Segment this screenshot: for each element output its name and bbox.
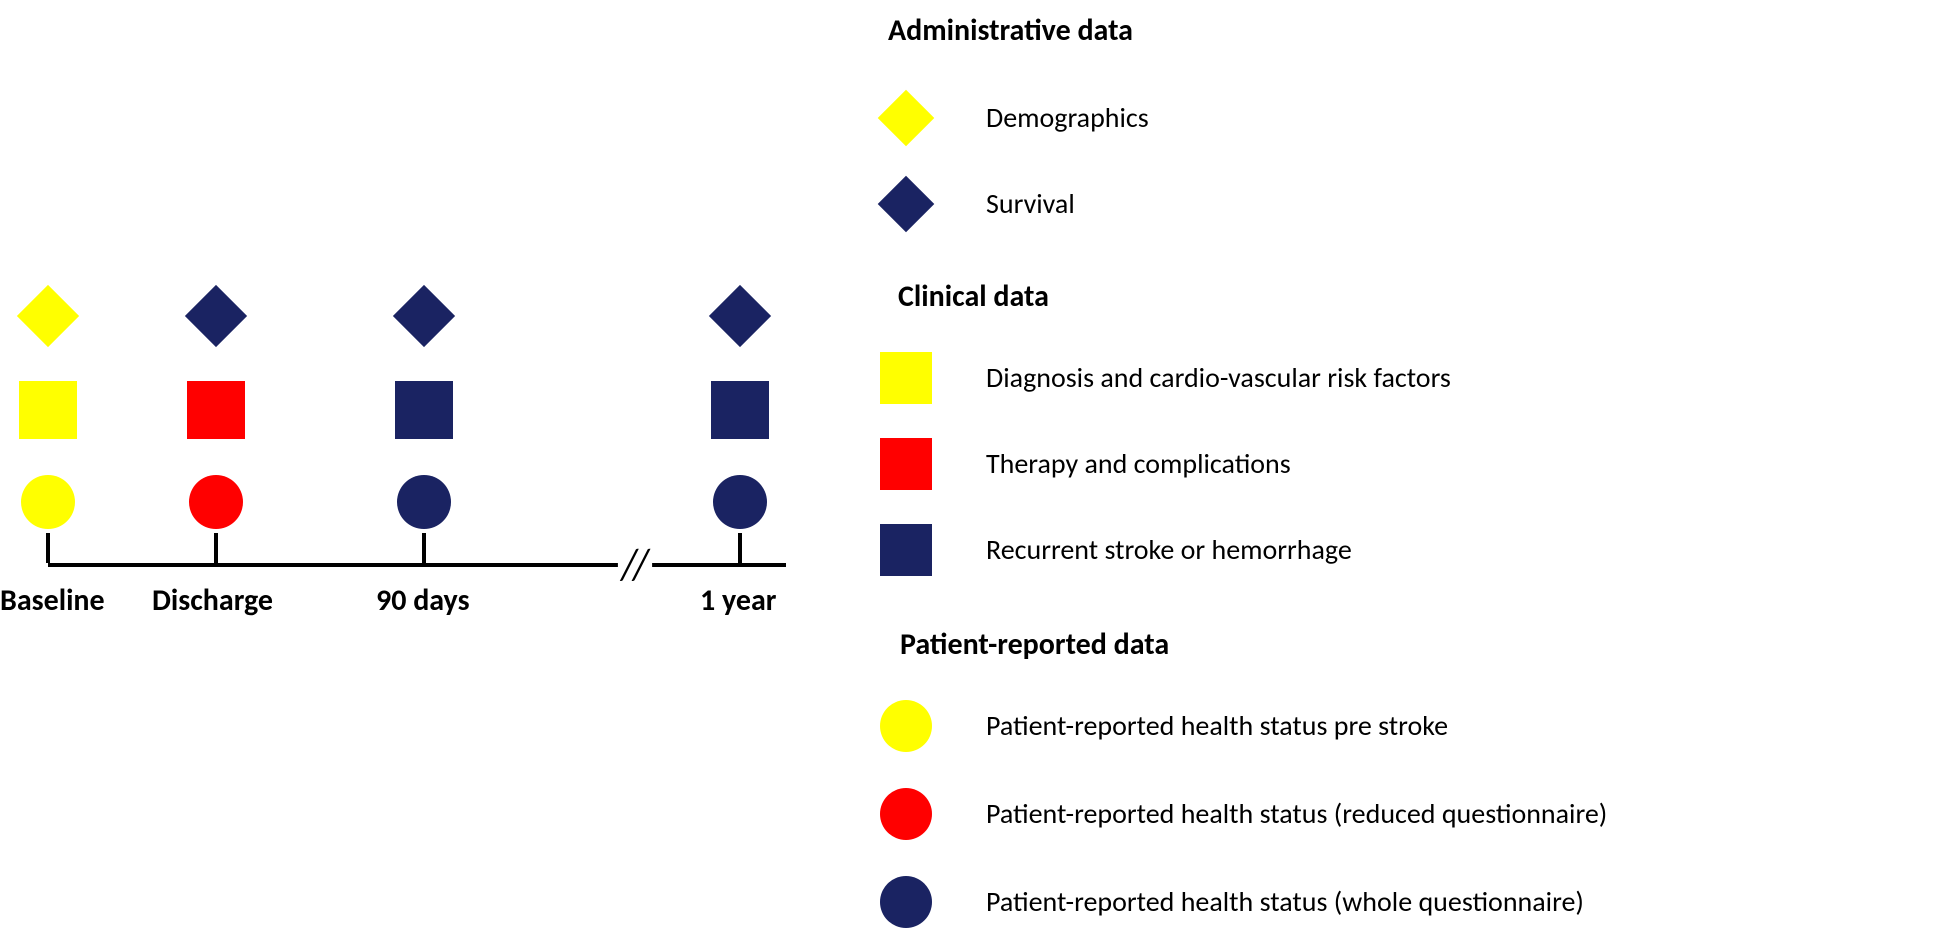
cell-1year-diamond — [709, 285, 771, 347]
cell-discharge-square — [187, 381, 245, 439]
cell-baseline-square — [19, 381, 77, 439]
legend-heading-0: Administrative data — [888, 12, 1133, 49]
legend-icon-2-0 — [880, 700, 932, 752]
legend-label-0-1: Survival — [986, 186, 1075, 221]
legend-label-1-2: Recurrent stroke or hemorrhage — [986, 532, 1352, 567]
legend-icon-1-2 — [880, 524, 932, 576]
timeline-label-1year: 1 year — [700, 582, 776, 619]
legend-icon-1-1 — [880, 438, 932, 490]
cell-discharge-circle — [189, 475, 243, 529]
timeline-axis — [48, 563, 786, 567]
timeline-label-90days: 90 days — [376, 582, 470, 619]
timeline-label-discharge: Discharge — [152, 582, 273, 619]
figure-canvas: Baseline Discharge 90 days 1 year // Administ… — [0, 0, 1946, 949]
cell-baseline-diamond — [17, 285, 79, 347]
cell-baseline-circle — [21, 475, 75, 529]
legend-icon-0-0 — [878, 90, 935, 147]
legend-label-2-1: Patient-reported health status (reduced … — [986, 796, 1607, 831]
legend-label-0-0: Demographics — [986, 100, 1149, 135]
legend-icon-2-2 — [880, 876, 932, 928]
timeline-tick-baseline — [46, 533, 50, 563]
timeline-tick-90days — [422, 533, 426, 563]
cell-90days-circle — [397, 475, 451, 529]
legend-icon-2-1 — [880, 788, 932, 840]
cell-1year-square — [711, 381, 769, 439]
legend-label-2-2: Patient-reported health status (whole qu… — [986, 884, 1584, 919]
axis-break-icon: // — [618, 537, 652, 591]
legend-label-1-1: Therapy and complications — [986, 446, 1291, 481]
cell-1year-circle — [713, 475, 767, 529]
cell-discharge-diamond — [185, 285, 247, 347]
timeline-tick-1year — [738, 533, 742, 563]
timeline-tick-discharge — [214, 533, 218, 563]
legend-heading-1: Clinical data — [898, 278, 1049, 315]
legend-icon-0-1 — [878, 176, 935, 233]
cell-90days-diamond — [393, 285, 455, 347]
legend-label-1-0: Diagnosis and cardio-vascular risk facto… — [986, 360, 1451, 395]
legend-icon-1-0 — [880, 352, 932, 404]
legend-heading-2: Patient-reported data — [900, 626, 1169, 663]
timeline-label-baseline: Baseline — [0, 582, 105, 619]
cell-90days-square — [395, 381, 453, 439]
legend-label-2-0: Patient-reported health status pre strok… — [986, 708, 1448, 743]
